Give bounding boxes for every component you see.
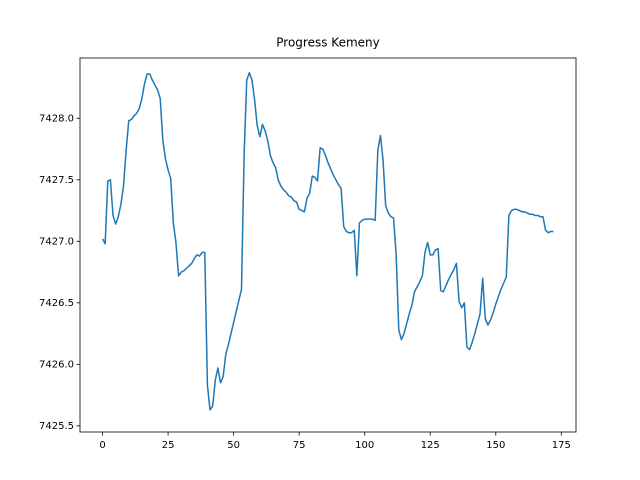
- plot-frame: [79, 57, 577, 433]
- y-tick-label: 7426.0: [39, 359, 74, 370]
- y-tick-label: 7426.5: [39, 298, 74, 309]
- chart-title: Progress Kemeny: [276, 36, 379, 50]
- x-tick-label: 150: [486, 440, 505, 451]
- y-tick-label: 7427.5: [39, 175, 74, 186]
- y-tick-label: 7425.5: [39, 421, 74, 432]
- y-tick-label: 7428.0: [39, 113, 74, 124]
- x-tick-label: 125: [421, 440, 440, 451]
- x-tick-label: 175: [552, 440, 571, 451]
- x-tick-label: 50: [227, 440, 240, 451]
- x-tick-label: 0: [99, 440, 105, 451]
- y-tick-label: 7427.0: [39, 236, 74, 247]
- data-line: [101, 72, 554, 411]
- x-tick-label: 25: [162, 440, 175, 451]
- x-tick-label: 100: [355, 440, 374, 451]
- x-tick-label: 75: [293, 440, 306, 451]
